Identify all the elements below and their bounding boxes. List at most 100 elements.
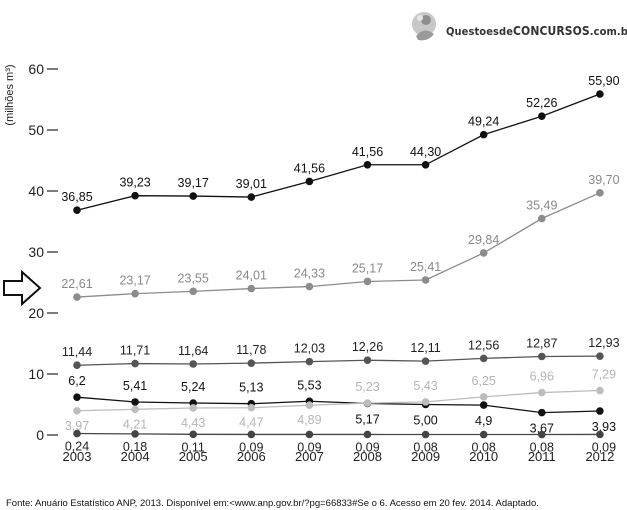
data-label: 5,13 — [239, 381, 263, 395]
data-label: 0,18 — [123, 440, 147, 454]
data-label: 41,56 — [352, 145, 383, 159]
data-point — [538, 214, 546, 223]
data-label: 39,01 — [236, 177, 267, 191]
data-label: 12,11 — [410, 341, 440, 355]
data-point — [479, 393, 488, 401]
data-point — [596, 407, 604, 415]
data-label: 25,17 — [352, 261, 383, 275]
data-point — [421, 430, 430, 439]
data-label: 39,23 — [119, 176, 150, 190]
data-point — [189, 192, 197, 200]
source-note: Fonte: Anuário Estatístico ANP, 2013. Di… — [6, 498, 539, 509]
data-point — [363, 430, 372, 439]
data-point — [363, 277, 372, 286]
data-label: 12,26 — [352, 340, 383, 354]
data-label: 22,61 — [61, 277, 92, 291]
series-line — [76, 355, 600, 366]
data-label: 4,89 — [297, 413, 321, 427]
data-point — [538, 430, 546, 439]
data-point — [73, 429, 81, 438]
data-label: 4,21 — [123, 417, 147, 431]
x-tick-label: 2010 — [469, 449, 498, 464]
data-label: 49,24 — [468, 115, 499, 129]
data-label: 4,43 — [181, 416, 205, 430]
data-point — [247, 359, 256, 367]
data-label: 35,49 — [526, 199, 557, 213]
data-point — [73, 206, 81, 215]
data-point — [247, 403, 256, 412]
y-tick-label: 0 — [36, 427, 44, 443]
data-label: 52,26 — [526, 96, 557, 110]
data-label: 29,84 — [468, 233, 499, 247]
data-point — [247, 284, 256, 293]
data-label: 0,09 — [297, 440, 321, 454]
data-point — [305, 401, 314, 409]
data-point — [189, 404, 197, 412]
data-point — [305, 177, 314, 186]
data-label: 4,9 — [475, 414, 492, 428]
data-label: 5,00 — [413, 414, 437, 428]
y-axis-label: (milhões m³) — [4, 64, 16, 125]
x-tick-label: 2009 — [411, 449, 440, 464]
data-label: 41,56 — [294, 161, 325, 175]
data-label: 5,24 — [181, 380, 205, 394]
data-label: 11,78 — [236, 343, 266, 357]
data-point — [596, 352, 604, 360]
data-point — [538, 112, 546, 121]
data-label: 6,2 — [68, 374, 85, 388]
y-tick-label: 50 — [28, 122, 44, 138]
data-label: 24,01 — [236, 269, 267, 283]
data-point — [305, 430, 314, 439]
data-point — [247, 430, 256, 439]
data-label: 11,64 — [178, 344, 208, 358]
x-tick-label: 2008 — [353, 449, 382, 464]
data-label: 23,55 — [178, 271, 209, 285]
data-label: 12,87 — [526, 336, 557, 350]
data-point — [479, 430, 488, 439]
data-point — [538, 388, 546, 397]
data-point — [131, 398, 139, 406]
data-point — [73, 393, 81, 401]
data-label: 39,17 — [178, 176, 209, 190]
series-line — [76, 396, 600, 414]
data-label: 12,93 — [588, 336, 619, 350]
data-point — [189, 287, 197, 296]
data-point — [189, 360, 197, 368]
logo-text: QuestoesdeConcursos.com.br — [446, 24, 627, 38]
data-label: 3,97 — [65, 419, 89, 433]
data-point — [363, 356, 372, 365]
data-label: 39,70 — [588, 173, 619, 187]
data-point — [363, 160, 372, 169]
data-label: 5,17 — [355, 412, 379, 426]
x-tick-label: 2004 — [121, 449, 150, 464]
series-line — [76, 389, 600, 412]
data-point — [73, 361, 81, 370]
data-point — [131, 289, 139, 298]
x-tick-label: 2005 — [179, 449, 208, 464]
data-label: 0,09 — [355, 440, 379, 454]
y-tick-label: 30 — [28, 244, 44, 260]
data-label: 0,08 — [413, 441, 437, 455]
data-label: 0,09 — [239, 440, 263, 454]
data-point — [538, 352, 546, 361]
data-point — [538, 408, 546, 417]
data-point — [421, 398, 430, 406]
data-label: 23,17 — [119, 274, 150, 288]
data-label: 11,44 — [62, 345, 92, 359]
x-tick-label: 2007 — [295, 449, 324, 464]
data-label: 12,56 — [468, 338, 499, 352]
data-label: 3,93 — [592, 420, 616, 434]
data-point — [421, 357, 430, 365]
series-line — [76, 192, 601, 298]
data-point — [131, 430, 139, 438]
data-label: 0,24 — [65, 440, 89, 454]
data-point — [479, 401, 488, 409]
site-logo: QuestoesdeConcursos.com.br — [410, 8, 627, 44]
data-point — [73, 406, 81, 415]
logo-icon — [412, 12, 436, 41]
data-label: 5,53 — [297, 378, 321, 392]
data-label: 5,43 — [413, 379, 437, 393]
data-point — [479, 130, 488, 139]
data-label: 0,09 — [592, 440, 616, 454]
